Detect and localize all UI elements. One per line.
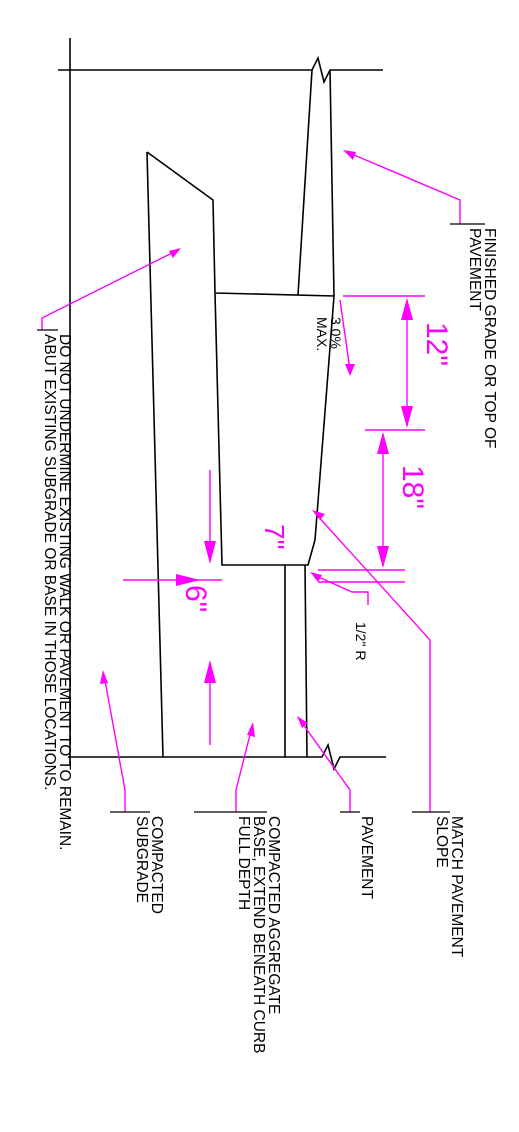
dim12-arrow-bottom (401, 406, 413, 428)
dim12-arrow-top (401, 298, 413, 320)
note-compacted-subgrade: COMPACTED SUBGRADE (133, 816, 165, 914)
svg-text:6": 6" (179, 585, 212, 612)
slope-arrow-line (339, 299, 351, 371)
leader-do-not-undermine (41, 249, 179, 330)
svg-text:12": 12" (420, 322, 453, 366)
dim-label-18: 18" (396, 465, 429, 509)
svg-text:ABUT EXISTING SUBGRADE OR BASE: ABUT EXISTING SUBGRADE OR BASE IN THOSE … (41, 334, 58, 791)
svg-text:18": 18" (396, 465, 429, 509)
dim6-arrow-top (204, 541, 216, 564)
note-finished-grade: FINISHED GRADE OR TOP OF PAVEMENT (466, 228, 498, 448)
arrowhead-finished-grade (343, 150, 356, 160)
svg-text:PAVEMENT: PAVEMENT (466, 228, 483, 311)
arrowhead-aggregate (247, 722, 255, 737)
svg-text:PAVEMENT: PAVEMENT (358, 816, 375, 899)
leader-pavement (299, 719, 351, 812)
dim18-arrow-top (377, 432, 389, 454)
dim18-arrow-bottom (377, 546, 389, 568)
arrowhead-pavement (297, 716, 308, 728)
arrowhead-radius (310, 572, 322, 582)
svg-text:1/2" R: 1/2" R (353, 622, 369, 660)
curb-outline (146, 151, 335, 566)
leader-radius (313, 574, 369, 605)
svg-text:FULL DEPTH: FULL DEPTH (235, 816, 252, 910)
top-pavement-line-left (297, 69, 313, 296)
svg-text:COMPACTED AGGREGATE: COMPACTED AGGREGATE (265, 816, 282, 1014)
svg-text:DO NOT UNDERMINE EXISTING WALK: DO NOT UNDERMINE EXISTING WALK OR PAVEME… (56, 334, 73, 850)
leader-match-slope (314, 512, 431, 812)
note-radius: 1/2" R (353, 622, 369, 660)
top-pavement-line-right (329, 69, 335, 297)
note-compacted-aggregate: COMPACTED AGGREGATE BASE, EXTEND BENEATH… (235, 816, 282, 1053)
dim6-arrow-bottom (204, 660, 216, 683)
arrowhead-undermine (169, 248, 181, 258)
note-do-not-undermine: DO NOT UNDERMINE EXISTING WALK OR PAVEME… (41, 334, 73, 850)
slope-arrowhead (345, 364, 355, 376)
dim-label-6: 6" (179, 585, 212, 612)
leader-finished-grade (346, 151, 461, 224)
svg-text:BASE, EXTEND BENEATH CURB: BASE, EXTEND BENEATH CURB (250, 816, 267, 1053)
leader-subgrade (103, 674, 126, 812)
svg-text:MATCH PAVEMENT: MATCH PAVEMENT (448, 816, 465, 958)
top-break-line (58, 55, 383, 85)
svg-text:SLOPE: SLOPE (433, 816, 450, 868)
svg-text:3.0%: 3.0% (328, 317, 344, 349)
svg-text:COMPACTED: COMPACTED (148, 816, 165, 914)
dim6-arrow-horizontal (176, 574, 200, 586)
leader-aggregate (235, 726, 253, 812)
svg-text:MAX.: MAX. (314, 317, 330, 351)
svg-text:FINISHED GRADE OR TOP OF: FINISHED GRADE OR TOP OF (481, 228, 498, 448)
bottom-break-line (68, 742, 386, 772)
aggregate-base-outline (146, 151, 164, 758)
svg-text:SUBGRADE: SUBGRADE (133, 816, 150, 903)
dim-label-12: 12" (420, 322, 453, 366)
dim-label-7: 7" (259, 524, 290, 550)
arrowhead-subgrade (100, 670, 108, 684)
svg-text:7": 7" (259, 524, 290, 550)
note-slope: 3.0% MAX. (314, 317, 344, 351)
bottom-pavement-line-right (304, 564, 308, 758)
note-pavement: PAVEMENT (358, 816, 375, 899)
note-match-pavement-slope: MATCH PAVEMENT SLOPE (433, 816, 465, 958)
arrowhead-match-slope (312, 510, 325, 520)
